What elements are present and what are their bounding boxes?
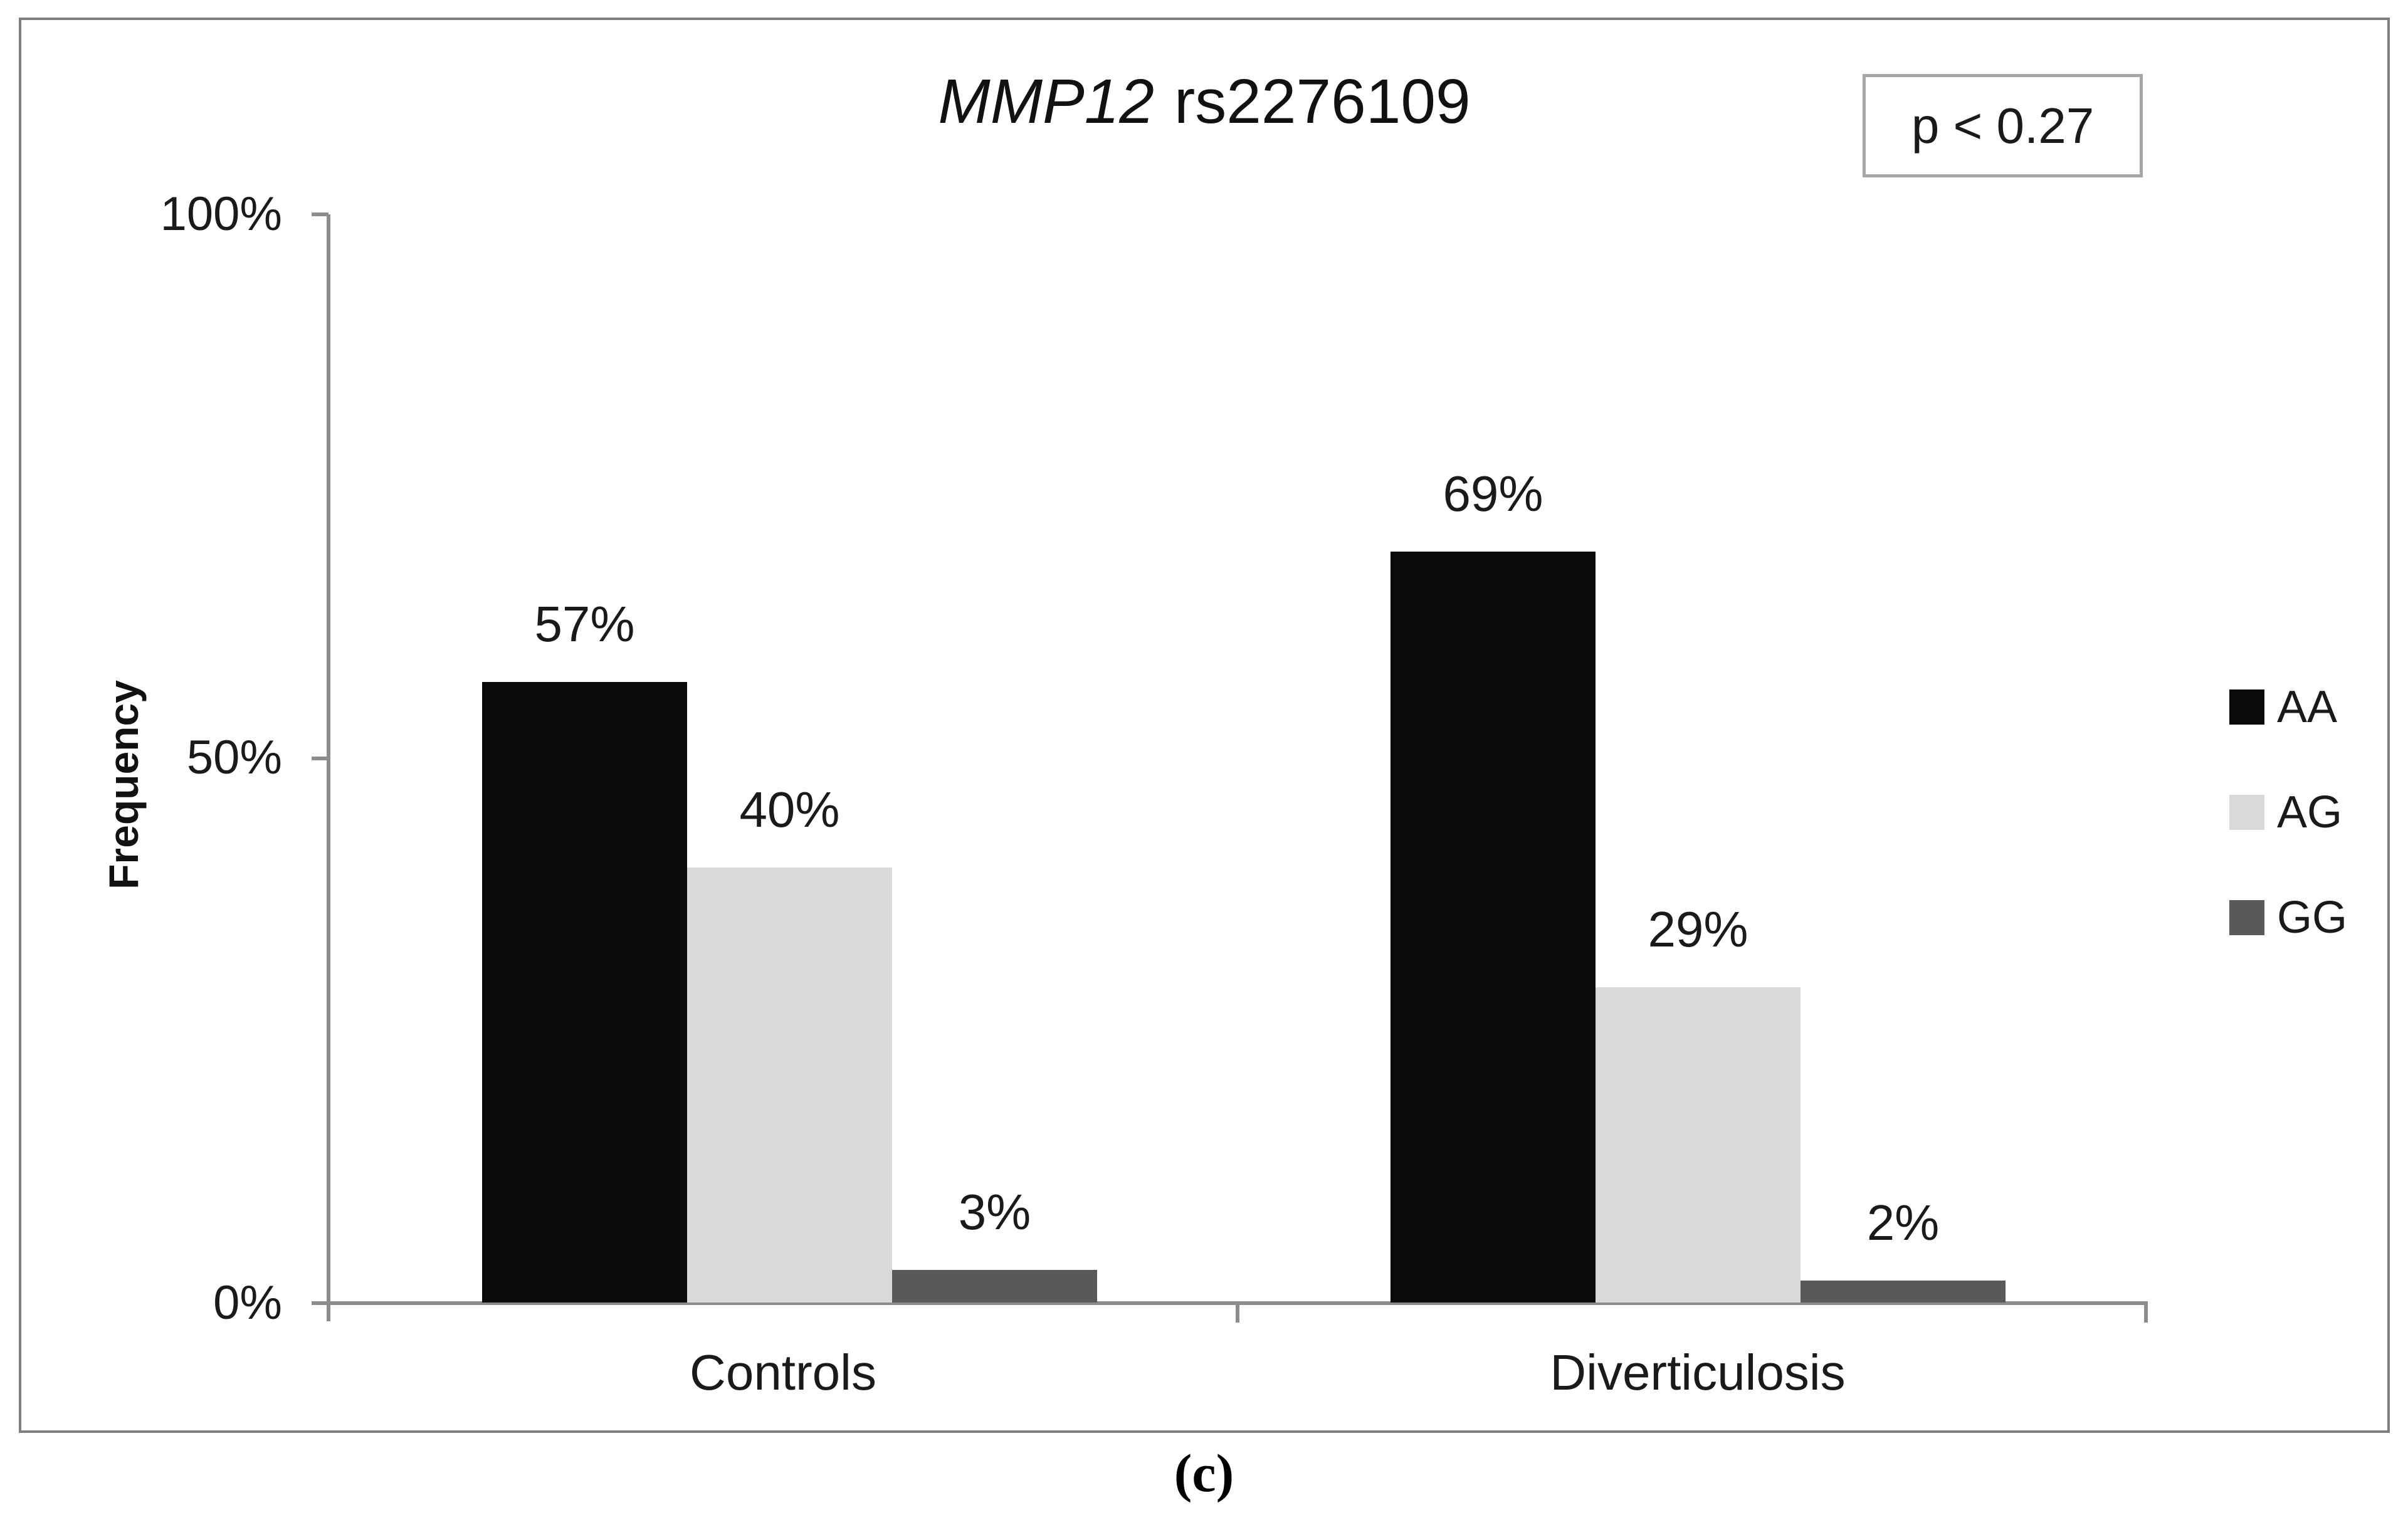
legend-swatch-aa-icon xyxy=(2229,689,2264,725)
bar-gg-controls xyxy=(892,1270,1097,1303)
category-label-controls: Controls xyxy=(690,1345,876,1400)
legend-swatch-ag-icon xyxy=(2229,795,2264,830)
chart-title: MMP12 rs2276109 xyxy=(19,64,2390,139)
legend-item-aa: AA xyxy=(2229,684,2347,730)
x-tick-category-divider xyxy=(1236,1301,1239,1323)
bar-aa-diverticulosis xyxy=(1391,552,1596,1303)
chart-frame xyxy=(19,18,2390,1433)
subfigure-caption: (c) xyxy=(1174,1443,1234,1503)
legend-label-gg: GG xyxy=(2277,893,2348,943)
x-tick-axis-end xyxy=(2144,1301,2148,1323)
p-value-text: p < 0.27 xyxy=(1911,97,2095,154)
y-axis-line xyxy=(327,214,330,1321)
bar-aa-controls xyxy=(482,682,687,1303)
value-label-aa-controls: 57% xyxy=(534,596,635,652)
y-tick-label-100: 100% xyxy=(160,187,282,241)
legend-item-gg: GG xyxy=(2229,895,2347,940)
y-tick-label-0: 0% xyxy=(213,1276,282,1329)
y-tick-label-50: 50% xyxy=(186,731,282,784)
y-tick-50 xyxy=(312,757,329,760)
bar-ag-diverticulosis xyxy=(1596,987,1801,1303)
legend: AA AG GG xyxy=(2229,684,2347,940)
y-tick-100 xyxy=(312,212,329,216)
p-value-box: p < 0.27 xyxy=(1863,74,2143,177)
gene-name: MMP12 xyxy=(938,66,1154,137)
value-label-gg-controls: 3% xyxy=(958,1184,1031,1240)
value-label-gg-diverticulosis: 2% xyxy=(1866,1195,1940,1250)
value-label-aa-diverticulosis: 69% xyxy=(1443,466,1543,522)
value-label-ag-controls: 40% xyxy=(739,782,840,837)
legend-label-aa: AA xyxy=(2277,682,2338,732)
bar-ag-controls xyxy=(687,868,892,1303)
legend-swatch-gg-icon xyxy=(2229,900,2264,935)
legend-label-ag: AG xyxy=(2277,787,2343,837)
category-label-diverticulosis: Diverticulosis xyxy=(1550,1345,1846,1400)
variant-id: rs2276109 xyxy=(1174,66,1471,137)
bar-gg-diverticulosis xyxy=(1801,1281,2006,1303)
value-label-ag-diverticulosis: 29% xyxy=(1648,901,1748,957)
x-axis-line xyxy=(312,1301,2148,1305)
legend-item-ag: AG xyxy=(2229,790,2347,835)
